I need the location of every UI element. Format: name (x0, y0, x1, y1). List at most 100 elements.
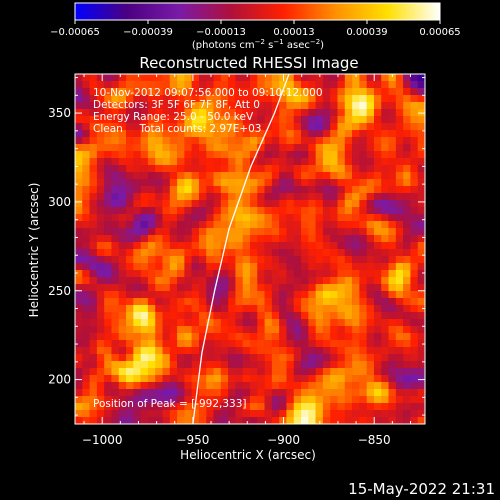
heatmap-cell (111, 340, 120, 348)
heatmap-cell (301, 200, 309, 208)
heatmap-cell (213, 249, 222, 257)
heatmap-cell (352, 165, 360, 173)
heatmap-cell (147, 165, 156, 173)
heatmap-cell (235, 228, 244, 236)
heatmap-cell (301, 221, 309, 229)
heatmap-cell (104, 242, 112, 250)
heatmap-cell (366, 417, 375, 425)
heatmap-cell (417, 333, 426, 341)
heatmap-cell (337, 123, 346, 131)
heatmap-cell (111, 347, 120, 355)
heatmap-cell (198, 235, 207, 243)
heatmap-cell (337, 326, 346, 334)
heatmap-cell (250, 277, 258, 285)
heatmap-cell (118, 158, 127, 166)
heatmap-cell (75, 221, 83, 229)
heatmap-cell (322, 263, 331, 271)
heatmap-cell (352, 95, 360, 103)
heatmap-cell (155, 361, 163, 369)
heatmap-cell (118, 319, 127, 327)
heatmap-cell (242, 354, 251, 362)
heatmap-cell (220, 312, 229, 320)
heatmap-cell (315, 291, 324, 299)
heatmap-cell (366, 389, 375, 397)
heatmap-cell (381, 389, 389, 397)
heatmap-cell (126, 144, 134, 152)
heatmap-cell (359, 144, 367, 152)
heatmap-cell (118, 81, 127, 89)
heatmap-cell (359, 347, 367, 355)
heatmap-cell (169, 165, 178, 173)
heatmap-cell (228, 179, 236, 187)
heatmap-cell (344, 277, 353, 285)
heatmap-cell (395, 256, 404, 264)
heatmap-cell (118, 144, 127, 152)
heatmap-cell (118, 242, 127, 250)
heatmap-cell (330, 284, 338, 292)
heatmap-cell (337, 312, 346, 320)
heatmap-cell (242, 109, 251, 117)
heatmap-cell (213, 340, 222, 348)
heatmap-cell (198, 382, 207, 390)
heatmap-cell (75, 130, 83, 138)
heatmap-cell (220, 256, 229, 264)
heatmap-cell (359, 130, 367, 138)
heatmap-cell (344, 193, 353, 201)
heatmap-cell (279, 340, 287, 348)
heatmap-cell (264, 151, 273, 159)
heatmap-cell (250, 200, 258, 208)
heatmap-cell (352, 319, 360, 327)
heatmap-cell (96, 312, 105, 320)
heatmap-cell (235, 340, 244, 348)
heatmap-cell (286, 214, 295, 222)
heatmap-cell (162, 116, 171, 124)
heatmap-cell (417, 221, 426, 229)
heatmap-cell (403, 179, 411, 187)
heatmap-cell (155, 249, 163, 257)
heatmap-cell (344, 109, 353, 117)
heatmap-cell (235, 158, 244, 166)
heatmap-cell (140, 158, 149, 166)
heatmap-cell (169, 319, 178, 327)
heatmap-cell (191, 228, 200, 236)
heatmap-cell (184, 326, 192, 334)
heatmap-cell (96, 319, 105, 327)
heatmap-cell (410, 368, 419, 376)
heatmap-cell (111, 375, 120, 383)
heatmap-cell (315, 340, 324, 348)
heatmap-cell (359, 382, 367, 390)
heatmap-cell (111, 270, 120, 278)
heatmap-cell (206, 81, 214, 89)
heatmap-cell (264, 186, 273, 194)
heatmap-cell (322, 144, 331, 152)
heatmap-cell (147, 347, 156, 355)
heatmap-cell (104, 81, 112, 89)
heatmap-cell (250, 270, 258, 278)
heatmap-cell (359, 81, 367, 89)
heatmap-cell (322, 179, 331, 187)
heatmap-cell (111, 326, 120, 334)
heatmap-cell (359, 375, 367, 383)
heatmap-cell (315, 151, 324, 159)
heatmap-cell (96, 368, 105, 376)
heatmap-cell (286, 130, 295, 138)
heatmap-cell (257, 193, 265, 201)
heatmap-cell (104, 319, 112, 327)
heatmap-cell (337, 256, 346, 264)
heatmap-cell (155, 347, 163, 355)
heatmap-cell (293, 95, 302, 103)
heatmap-cell (140, 228, 149, 236)
heatmap-cell (155, 95, 163, 103)
heatmap-cell (293, 116, 302, 124)
heatmap-cell (301, 305, 309, 313)
heatmap-cell (242, 144, 251, 152)
heatmap-cell (140, 137, 149, 145)
heatmap-cell (169, 298, 178, 306)
heatmap-cell (133, 354, 141, 362)
heatmap-cell (162, 207, 171, 215)
heatmap-cell (104, 235, 112, 243)
heatmap-cell (322, 95, 331, 103)
heatmap-cell (308, 123, 316, 131)
heatmap-cell (111, 256, 120, 264)
heatmap-cell (184, 179, 192, 187)
